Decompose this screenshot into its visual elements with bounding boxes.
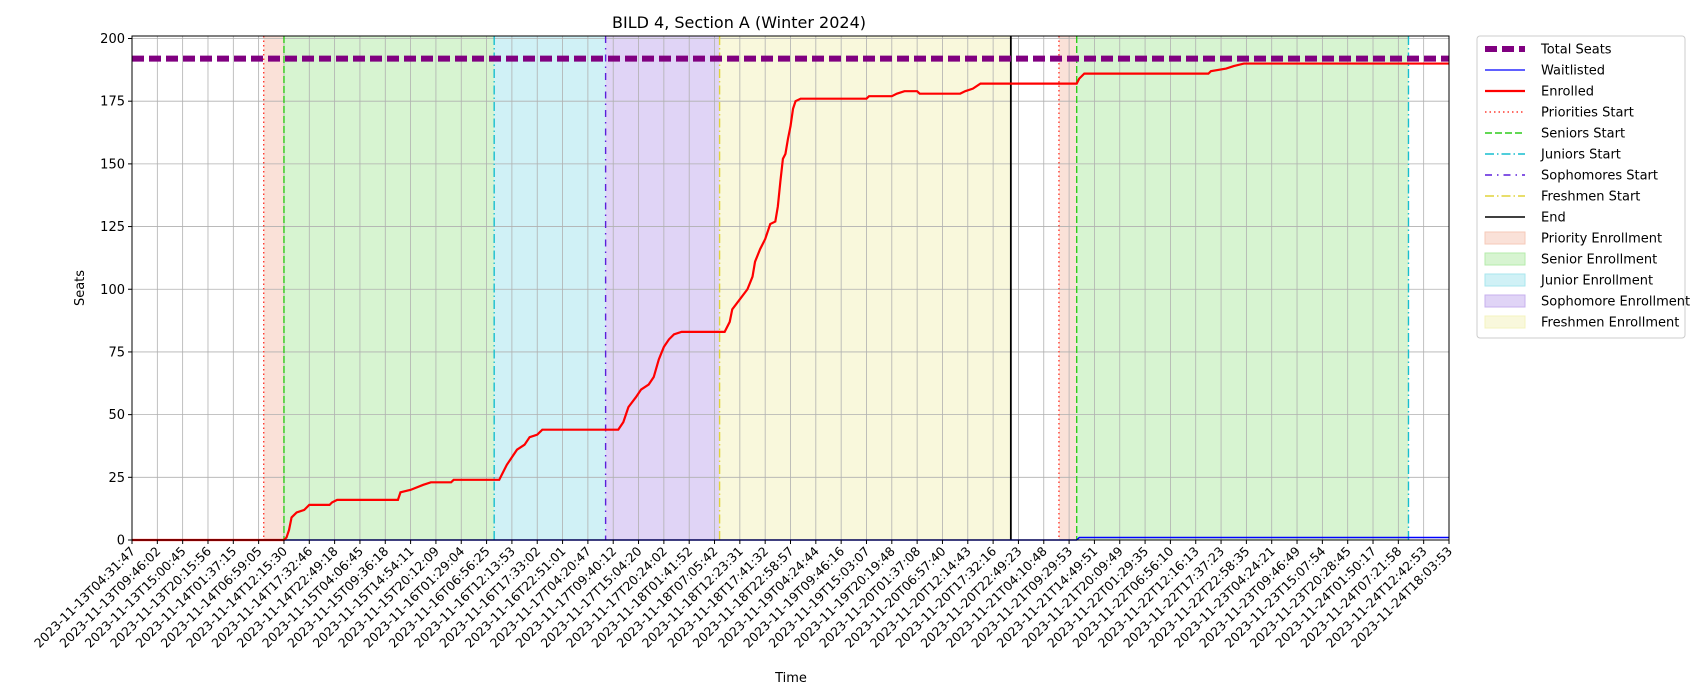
y-tick-label: 75	[108, 345, 125, 360]
legend-label: Priorities Start	[1541, 106, 1634, 121]
y-tick-label: 0	[117, 534, 125, 549]
legend-swatch	[1484, 294, 1526, 308]
x-axis-label: Time	[774, 671, 807, 686]
legend-swatch	[1484, 231, 1526, 245]
legend-label: Juniors Start	[1540, 148, 1621, 163]
legend-label: Enrolled	[1541, 85, 1594, 100]
span-senior-enrollment	[1076, 36, 1409, 540]
span-sophomore-enrollment	[605, 36, 720, 540]
legend-swatch	[1484, 273, 1526, 287]
series-enrolled	[132, 62, 1449, 542]
y-tick-label: 50	[108, 408, 125, 423]
legend-label: Junior Enrollment	[1540, 274, 1653, 289]
legend-label: Freshmen Enrollment	[1541, 316, 1679, 331]
legend-swatch	[1484, 315, 1526, 329]
legend-label: Priority Enrollment	[1541, 232, 1662, 247]
span-priority-enrollment	[263, 36, 284, 540]
span-senior-enrollment	[283, 36, 495, 540]
span-freshmen-enrollment	[719, 36, 1011, 540]
legend-label: Total Seats	[1540, 43, 1612, 58]
span-priority-enrollment	[1058, 36, 1077, 540]
chart-title: BILD 4, Section A (Winter 2024)	[612, 13, 866, 32]
legend-label: Sophomore Enrollment	[1541, 295, 1690, 310]
span-junior-enrollment	[494, 36, 606, 540]
y-tick-label: 25	[108, 471, 125, 486]
y-tick-label: 200	[100, 32, 125, 47]
legend-label: Senior Enrollment	[1541, 253, 1657, 268]
y-tick-label: 150	[100, 157, 125, 172]
y-tick-label: 175	[100, 95, 125, 110]
legend-label: Freshmen Start	[1541, 190, 1640, 205]
y-axis-label: Seats	[73, 270, 88, 306]
plot-area: 02550751001251501752002023-11-13T04:31:4…	[31, 32, 1455, 651]
y-tick-label: 100	[100, 283, 125, 298]
legend-label: Waitlisted	[1541, 64, 1605, 79]
legend: Total Seats Waitlisted Enrolled Priorities …	[1476, 35, 1690, 339]
legend-label: Sophomores Start	[1541, 169, 1658, 184]
legend-label: End	[1541, 211, 1566, 226]
y-tick-label: 125	[100, 220, 125, 235]
legend-box	[1476, 35, 1686, 339]
legend-swatch	[1484, 252, 1526, 266]
legend-label: Seniors Start	[1541, 127, 1625, 142]
